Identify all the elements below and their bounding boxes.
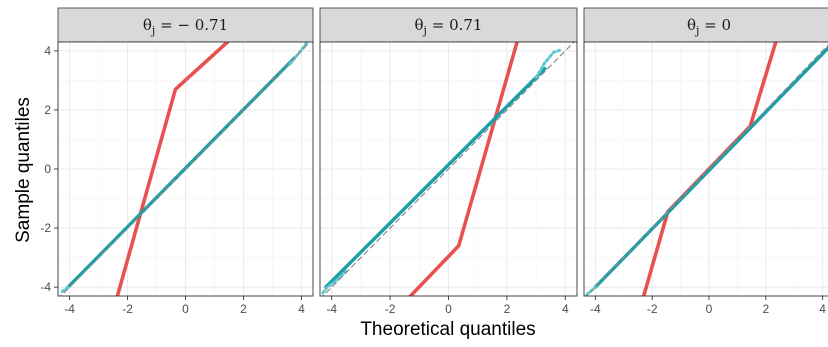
reference-line-dashed [322,42,575,296]
y-tick-label: -2 [40,221,51,235]
x-tick-label: 2 [762,302,769,316]
series-line-teal [324,66,547,289]
y-tick-label: 4 [44,44,51,58]
series-group [321,42,575,296]
series-group [60,42,311,296]
x-tick-label: 4 [562,302,569,316]
y-tick-label: -4 [40,280,51,294]
x-tick-label: 2 [240,302,247,316]
y-tick-label: 2 [44,103,51,117]
facet-label: θj = 0.71 [415,16,483,37]
series-group [585,42,828,296]
x-tick-label: 0 [182,302,189,316]
series-tail-teal [534,47,564,79]
x-tick-label: 0 [445,302,452,316]
series-tail-teal [321,269,348,295]
x-tick-label: 2 [504,302,511,316]
facet-panels: θj = − 0.71 -4 -2 0 2 4 -4 -2 0 2 4 θj = 0.71 -4 -2 0 2… [40,7,828,316]
reference-line-dashed [586,44,828,296]
x-tick-label: 0 [706,302,713,316]
facet-panel: θj = 0.71 -4 -2 0 2 4 [319,7,578,316]
y-axis-title: Sample quantiles [13,97,34,243]
series-tail-teal [60,285,70,294]
reference-line-dashed [60,42,311,296]
x-tick-label: -4 [326,302,337,316]
x-tick-label: -2 [122,302,133,316]
x-tick-label: -2 [647,302,658,316]
facet-strip [319,7,578,43]
x-tick-label: -4 [64,302,75,316]
x-axis-title: Theoretical quantiles [360,319,535,340]
x-tick-label: 4 [819,302,826,316]
x-tick-label: -4 [590,302,601,316]
series-line-red [115,42,230,296]
y-tick-label: 0 [44,162,51,176]
facet-strip [583,7,828,43]
x-tick-label: -2 [385,302,396,316]
series-line-red [408,42,519,296]
x-tick-label: 4 [298,302,305,316]
facet-label: θj = 0 [687,16,731,37]
facet-strip [57,7,314,43]
facet-panel: θj = − 0.71 -4 -2 0 2 4 -4 -2 0 2 4 [40,7,314,316]
facet-panel: θj = 0 -4 -2 0 2 4 [583,7,828,316]
facet-label: θj = − 0.71 [143,16,228,37]
